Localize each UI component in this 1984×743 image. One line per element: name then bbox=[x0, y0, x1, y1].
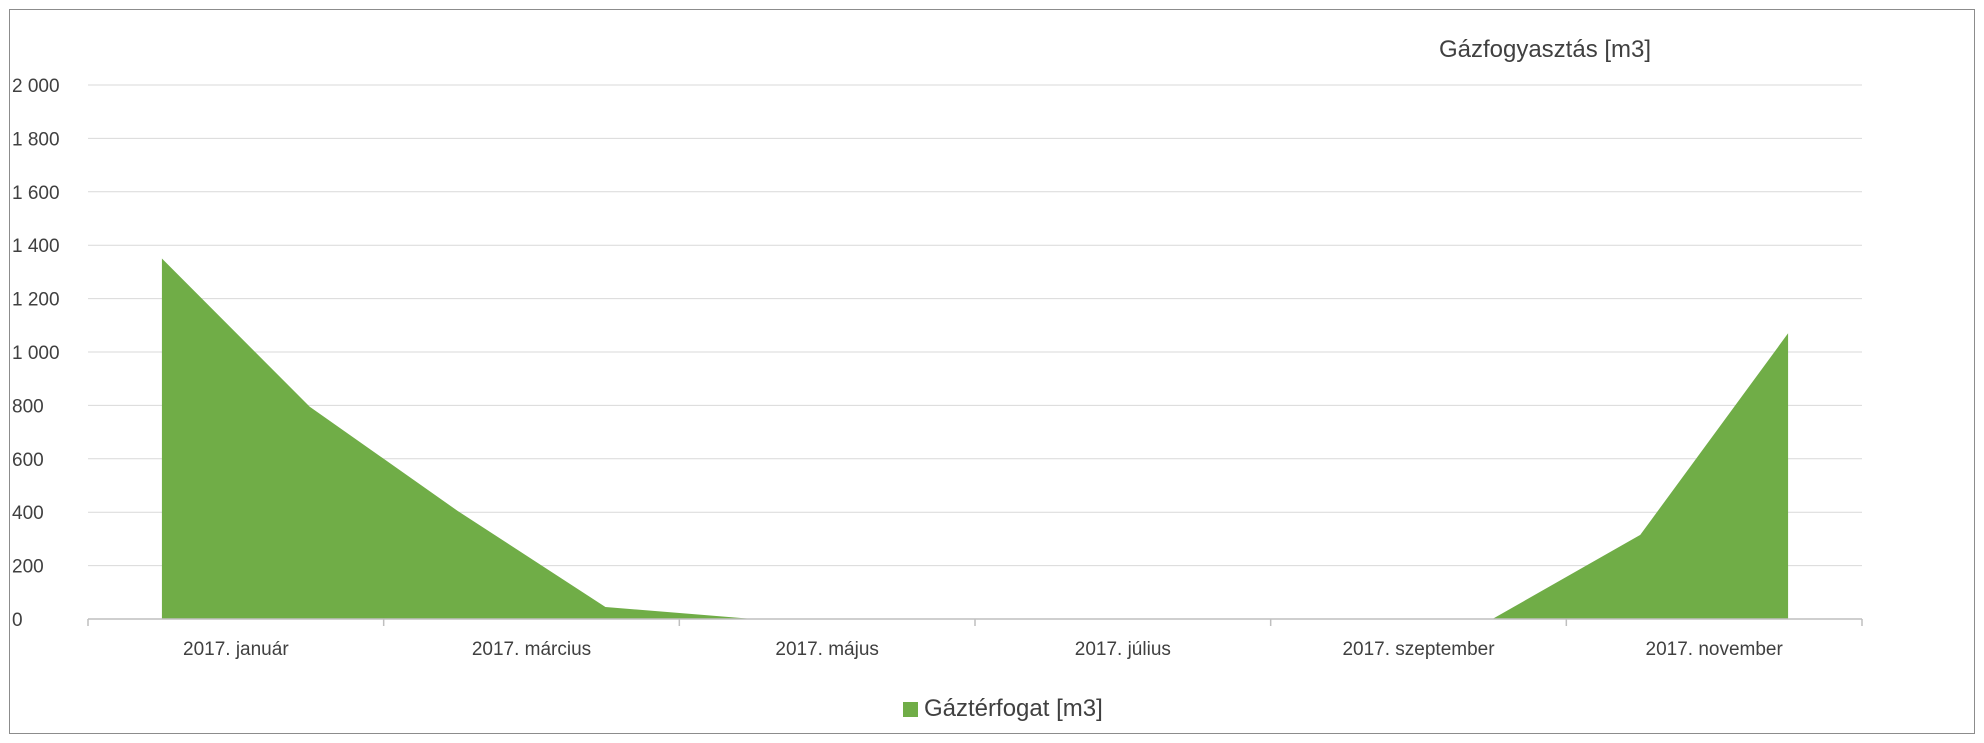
chart-title: Gázfogyasztás [m3] bbox=[1438, 36, 1652, 63]
x-axis bbox=[87, 618, 1863, 626]
chart-frame bbox=[9, 9, 1975, 734]
y-tick-label: 1 000 bbox=[12, 343, 60, 364]
x-tick-label: 2017. március bbox=[472, 639, 591, 660]
x-tick-label: 2017. május bbox=[775, 639, 879, 660]
x-tick-labels: 2017. január 2017. március 2017. május 2017… bbox=[183, 639, 1783, 660]
x-tick-label: 2017. július bbox=[1075, 639, 1171, 660]
y-tick-label: 1 600 bbox=[12, 183, 60, 204]
x-tick-label: 2017. szeptember bbox=[1342, 639, 1495, 660]
area-series bbox=[161, 258, 1789, 619]
y-tick-label: 2 000 bbox=[12, 76, 60, 97]
y-tick-label: 400 bbox=[12, 503, 44, 524]
x-tick-label: 2017. január bbox=[183, 639, 289, 660]
y-tick-label: 800 bbox=[12, 396, 44, 417]
area-series-fill bbox=[161, 258, 1789, 619]
legend-label: Gáztérfogat [m3] bbox=[924, 695, 1103, 722]
legend-swatch bbox=[903, 701, 918, 717]
x-tick-label: 2017. november bbox=[1646, 639, 1784, 660]
gridlines bbox=[88, 84, 1862, 567]
y-tick-label: 600 bbox=[12, 450, 44, 471]
y-tick-labels: 0 200 400 600 800 1 000 1 200 1 400 1 600 1 800 2 … bbox=[12, 76, 60, 631]
y-tick-label: 0 bbox=[12, 610, 23, 631]
y-tick-label: 200 bbox=[12, 557, 44, 578]
y-tick-label: 1 800 bbox=[12, 129, 60, 150]
y-tick-label: 1 400 bbox=[12, 236, 60, 257]
y-tick-label: 1 200 bbox=[12, 290, 60, 311]
legend: Gáztérfogat [m3] bbox=[903, 695, 1103, 723]
